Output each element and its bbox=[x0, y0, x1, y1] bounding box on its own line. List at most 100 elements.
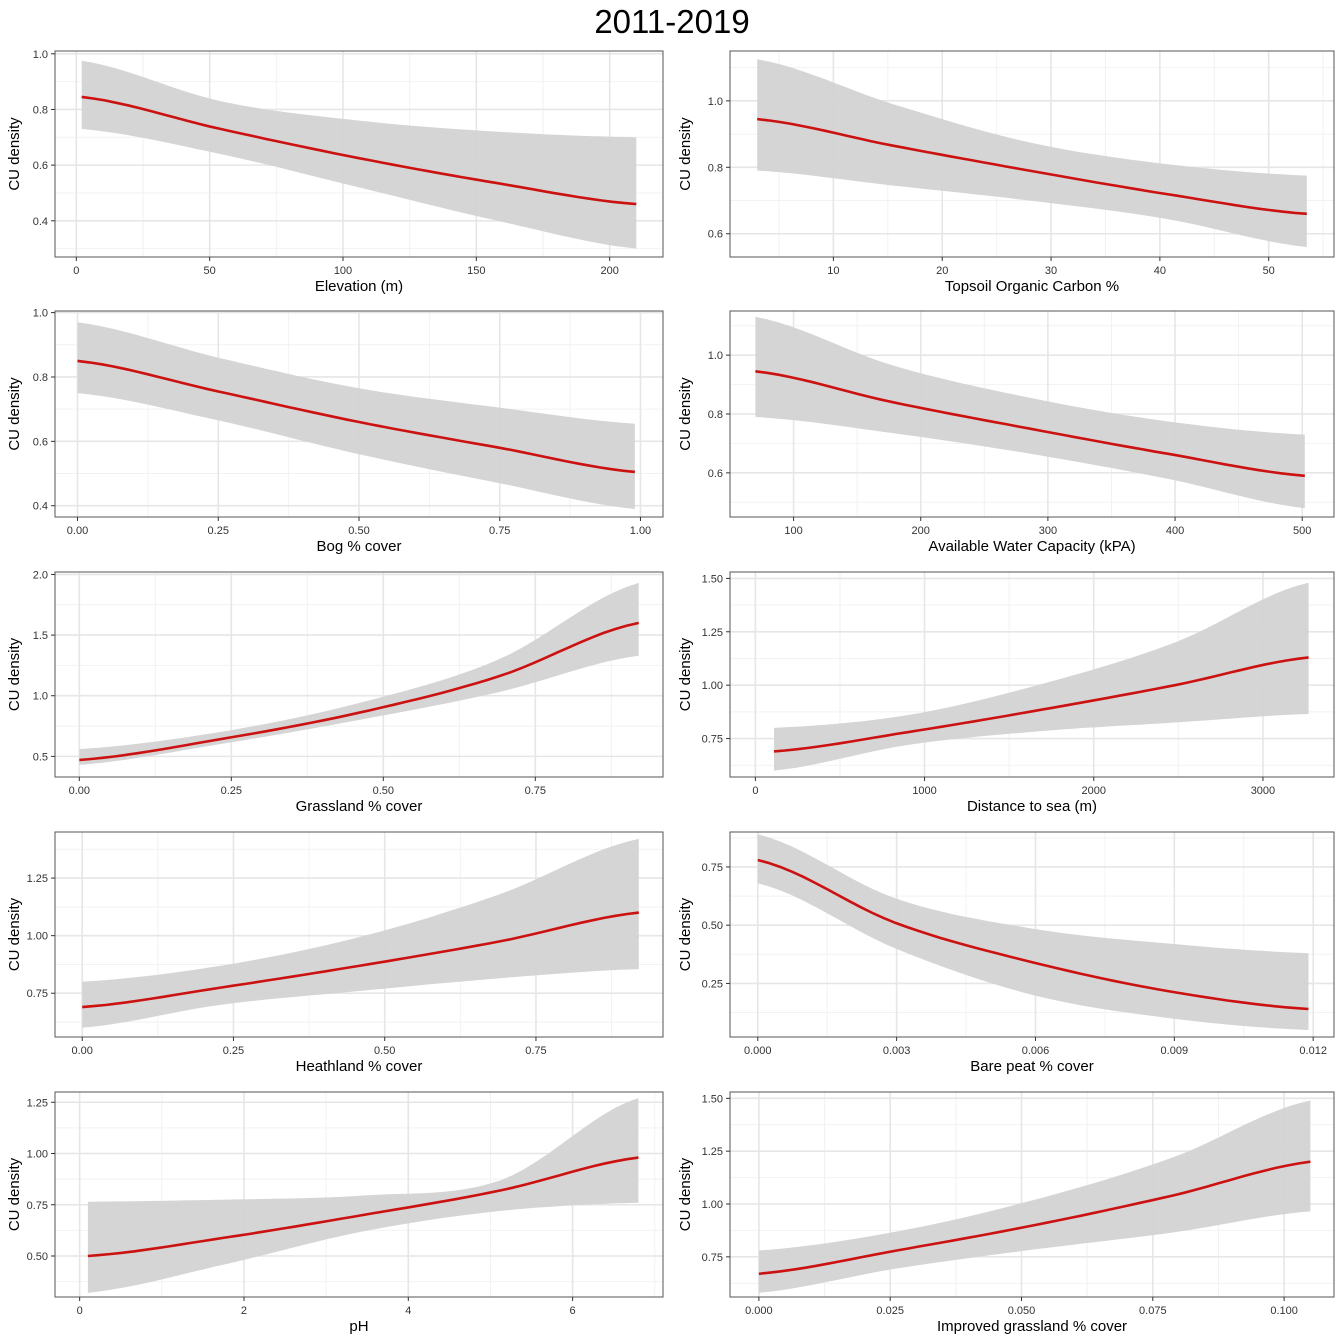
x-tick-label: 40 bbox=[1154, 265, 1166, 277]
x-tick-label: 0.006 bbox=[1022, 1045, 1050, 1057]
x-tick-label: 50 bbox=[204, 265, 216, 277]
y-tick-label: 1.25 bbox=[702, 627, 723, 639]
y-tick-label: 1.00 bbox=[27, 931, 48, 943]
y-tick-label: 1.50 bbox=[702, 573, 723, 585]
x-tick-label: 0.00 bbox=[72, 1045, 93, 1057]
x-tick-label: 0.50 bbox=[348, 525, 369, 537]
y-tick-label: 0.4 bbox=[33, 216, 48, 228]
y-axis-label: CU density bbox=[677, 117, 694, 191]
x-axis-label: Grassland % cover bbox=[296, 798, 423, 815]
y-tick-label: 1.25 bbox=[27, 873, 48, 885]
y-tick-label: 1.25 bbox=[27, 1097, 48, 1109]
confidence-ribbon bbox=[87, 1098, 639, 1293]
fitted-line bbox=[87, 1156, 639, 1258]
x-tick-label: 0.100 bbox=[1270, 1305, 1298, 1317]
x-tick-label: 10 bbox=[827, 265, 839, 277]
y-tick-label: 1.0 bbox=[33, 308, 48, 320]
x-tick-label: 0.075 bbox=[1139, 1305, 1167, 1317]
y-tick-label: 1.25 bbox=[702, 1146, 723, 1158]
x-axis-label: Improved grassland % cover bbox=[937, 1318, 1127, 1335]
panel-3: 0.00 0.25 0.50 0.75 1.00 0.4 0.6 0.8 1.0 Bog % co… bbox=[6, 308, 664, 555]
fitted-line bbox=[79, 621, 639, 762]
panel-10: 0.000 0.025 0.050 0.075 0.100 0.75 1.00 1.25 1.5… bbox=[677, 1091, 1335, 1335]
y-tick-label: 1.00 bbox=[27, 1149, 48, 1161]
panel-border bbox=[54, 50, 664, 258]
y-tick-label: 0.5 bbox=[33, 751, 48, 763]
panel-2: 10 20 30 40 50 0.6 0.8 1.0 Topsoil Organic Carbo… bbox=[677, 50, 1335, 295]
x-tick-label: 1.00 bbox=[630, 525, 651, 537]
y-tick-label: 0.50 bbox=[27, 1251, 48, 1263]
y-tick-label: 1.0 bbox=[33, 49, 48, 61]
confidence-ribbon bbox=[757, 834, 1309, 1030]
x-tick-label: 0 bbox=[752, 785, 758, 797]
panel-border bbox=[54, 831, 664, 1038]
panel-border bbox=[729, 831, 1335, 1038]
x-axis-label: Elevation (m) bbox=[315, 278, 403, 295]
y-tick-label: 0.75 bbox=[702, 862, 723, 874]
confidence-ribbon bbox=[79, 582, 639, 765]
figure-title: 2011-2019 bbox=[594, 3, 750, 40]
x-tick-label: 2000 bbox=[1082, 785, 1106, 797]
x-tick-label: 0.75 bbox=[525, 1045, 546, 1057]
x-tick-label: 0.25 bbox=[221, 785, 242, 797]
y-axis-label: CU density bbox=[6, 117, 23, 191]
x-tick-label: 0.25 bbox=[208, 525, 229, 537]
y-tick-label: 2.0 bbox=[33, 569, 48, 581]
x-axis-label: Available Water Capacity (kPA) bbox=[928, 538, 1135, 555]
panel-9: 0 2 4 6 0.50 0.75 1.00 1.25 pH CU density bbox=[6, 1091, 664, 1335]
fitted-line bbox=[773, 656, 1309, 753]
confidence-ribbon bbox=[757, 59, 1307, 247]
x-tick-label: 500 bbox=[1293, 525, 1311, 537]
fitted-line bbox=[81, 95, 637, 206]
y-tick-label: 1.5 bbox=[33, 630, 48, 642]
panel-7: 0.00 0.25 0.50 0.75 0.75 1.00 1.25 Heathland % … bbox=[6, 831, 664, 1075]
x-tick-label: 200 bbox=[600, 265, 618, 277]
x-tick-label: 0.00 bbox=[69, 785, 90, 797]
x-tick-label: 400 bbox=[1166, 525, 1184, 537]
panel-1: 0 50 100 150 200 0.4 0.6 0.8 1.0 Elevation (m) CU … bbox=[6, 49, 664, 295]
fitted-line bbox=[757, 117, 1307, 216]
y-tick-label: 0.50 bbox=[702, 920, 723, 932]
panel-border bbox=[54, 571, 664, 778]
x-tick-label: 150 bbox=[467, 265, 485, 277]
y-tick-label: 0.8 bbox=[708, 162, 723, 174]
y-tick-label: 1.0 bbox=[33, 691, 48, 703]
fitted-line bbox=[77, 359, 636, 474]
panel-8: 0.000 0.003 0.006 0.009 0.012 0.25 0.50 0.75 Bar… bbox=[677, 831, 1335, 1075]
x-tick-label: 0.050 bbox=[1008, 1305, 1036, 1317]
x-tick-label: 50 bbox=[1263, 265, 1275, 277]
panel-5: 0.00 0.25 0.50 0.75 0.5 1.0 1.5 2.0 Grassland % … bbox=[6, 569, 664, 815]
y-tick-label: 0.6 bbox=[708, 468, 723, 480]
y-tick-label: 1.0 bbox=[708, 350, 723, 362]
y-tick-label: 0.8 bbox=[33, 104, 48, 116]
fitted-line bbox=[82, 911, 639, 1009]
confidence-ribbon bbox=[82, 838, 639, 1028]
fitted-line bbox=[758, 1160, 1311, 1276]
y-tick-label: 0.25 bbox=[702, 978, 723, 990]
confidence-ribbon bbox=[81, 60, 637, 249]
panel-border bbox=[729, 50, 1335, 258]
x-tick-label: 20 bbox=[936, 265, 948, 277]
x-tick-label: 0.003 bbox=[883, 1045, 911, 1057]
x-axis-label: Bog % cover bbox=[316, 538, 401, 555]
x-tick-label: 0.012 bbox=[1299, 1045, 1327, 1057]
x-tick-label: 0.25 bbox=[223, 1045, 244, 1057]
x-axis-label: Heathland % cover bbox=[296, 1058, 423, 1075]
y-axis-label: CU density bbox=[677, 897, 694, 971]
y-tick-label: 0.6 bbox=[708, 229, 723, 241]
panel-border bbox=[729, 571, 1335, 778]
y-axis-label: CU density bbox=[677, 1157, 694, 1231]
x-tick-label: 0.000 bbox=[745, 1305, 773, 1317]
y-axis-label: CU density bbox=[677, 377, 694, 451]
x-tick-label: 0.00 bbox=[67, 525, 88, 537]
y-tick-label: 0.75 bbox=[27, 1200, 48, 1212]
y-axis-label: CU density bbox=[6, 897, 23, 971]
x-tick-label: 0.50 bbox=[374, 1045, 395, 1057]
x-tick-label: 3000 bbox=[1251, 785, 1275, 797]
y-tick-label: 0.6 bbox=[33, 436, 48, 448]
x-tick-label: 0.009 bbox=[1161, 1045, 1189, 1057]
x-tick-label: 200 bbox=[912, 525, 930, 537]
y-tick-label: 0.75 bbox=[27, 988, 48, 1000]
fitted-line bbox=[755, 370, 1305, 478]
